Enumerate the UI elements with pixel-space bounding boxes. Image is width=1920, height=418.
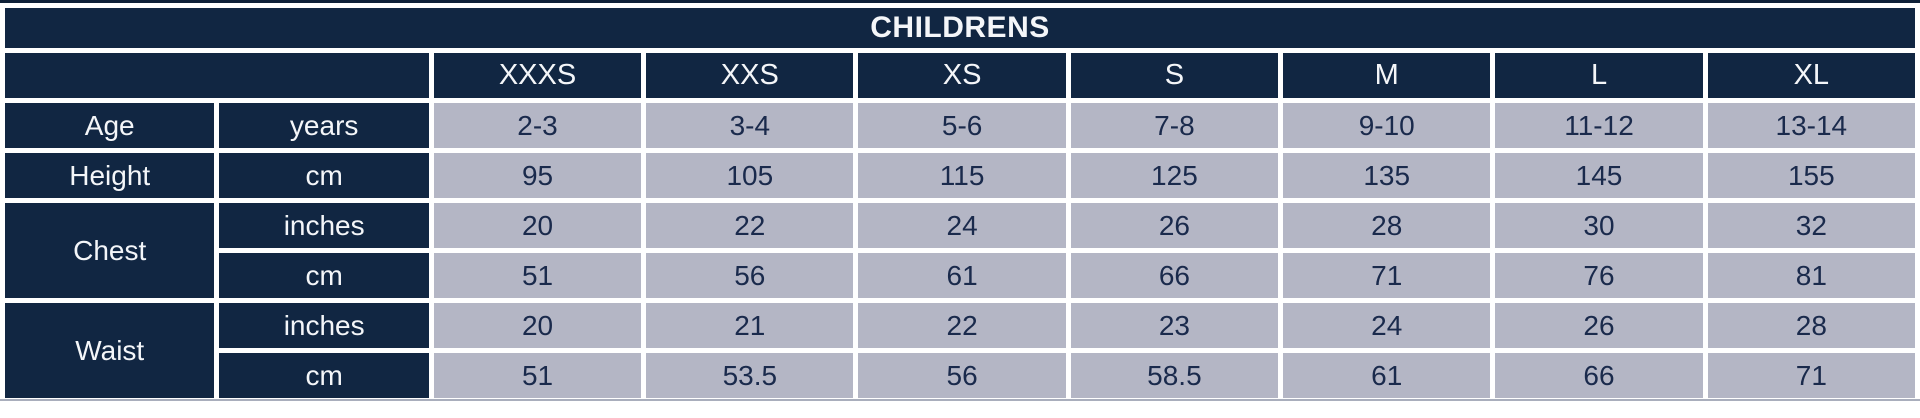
value-cell: 21	[646, 303, 854, 348]
value-cell: 30	[1495, 203, 1703, 248]
value-cell: 105	[646, 153, 854, 198]
value-cell: 20	[433, 203, 642, 248]
table-row: Age years 2-3 3-4 5-6 7-8 9-10 11-12 13-…	[5, 103, 1915, 148]
value-cell: 28	[1283, 203, 1491, 248]
corner-cell	[5, 53, 429, 98]
value-cell: 71	[1283, 253, 1491, 298]
value-cell: 20	[433, 303, 642, 348]
table-bottom-border	[0, 399, 1920, 401]
value-cell: 56	[858, 353, 1066, 398]
value-cell: 24	[1283, 303, 1491, 348]
value-cell: 26	[1495, 303, 1703, 348]
value-cell: 71	[1707, 353, 1915, 398]
table-row: Chest inches 20 22 24 26 28 30 32	[5, 203, 1915, 298]
value-cell: 51	[433, 353, 642, 398]
value-cell: 22	[858, 303, 1066, 348]
table-row: XXXS XXS XS S M L XL	[5, 53, 1915, 98]
row-label-height: Height	[5, 153, 215, 198]
value-cell: 53.5	[646, 353, 854, 398]
row-unit-cell: cm	[219, 253, 429, 298]
row-unit-cell: inches	[219, 303, 429, 348]
table-row: CHILDRENS	[5, 8, 1915, 48]
value-cell: 22	[646, 203, 854, 248]
table-row: Height cm 95 105 115 125 135 145 155	[5, 153, 1915, 198]
value-cell: 11-12	[1495, 103, 1703, 148]
value-cell: 61	[858, 253, 1066, 298]
value-cell: 23	[1070, 303, 1279, 348]
table-row: cm 51 53.5 56 58.5 61 66 71	[5, 353, 1915, 398]
value-cell: 76	[1495, 253, 1703, 298]
table-row: Waist inches 20 21 22 23 24 26 28	[5, 303, 1915, 398]
value-cell: 135	[1283, 153, 1491, 198]
value-cell: 32	[1707, 203, 1915, 248]
row-unit-cell: cm	[219, 153, 429, 198]
value-cell: 61	[1283, 353, 1491, 398]
value-cell: 155	[1707, 153, 1915, 198]
value-cell: 125	[1070, 153, 1279, 198]
size-header-cell: M	[1283, 53, 1491, 98]
value-cell: 58.5	[1070, 353, 1279, 398]
value-cell: 66	[1070, 253, 1279, 298]
row-label-age: Age	[5, 103, 215, 148]
size-header-cell: XS	[858, 53, 1066, 98]
value-cell: 3-4	[646, 103, 854, 148]
table-row: cm 51 56 61 66 71 76 81	[5, 253, 1915, 298]
size-header-cell: S	[1070, 53, 1279, 98]
value-cell: 2-3	[433, 103, 642, 148]
row-unit-cell: cm	[219, 353, 429, 398]
row-label-chest: Chest	[5, 203, 215, 298]
value-cell: 9-10	[1283, 103, 1491, 148]
size-header-cell: XL	[1707, 53, 1915, 98]
table-title: CHILDRENS	[5, 8, 1915, 48]
size-header-cell: XXS	[646, 53, 854, 98]
value-cell: 28	[1707, 303, 1915, 348]
value-cell: 13-14	[1707, 103, 1915, 148]
value-cell: 81	[1707, 253, 1915, 298]
row-unit-cell: inches	[219, 203, 429, 248]
size-header-cell: L	[1495, 53, 1703, 98]
value-cell: 26	[1070, 203, 1279, 248]
row-label-waist: Waist	[5, 303, 215, 398]
value-cell: 66	[1495, 353, 1703, 398]
value-cell: 145	[1495, 153, 1703, 198]
value-cell: 5-6	[858, 103, 1066, 148]
value-cell: 115	[858, 153, 1066, 198]
value-cell: 24	[858, 203, 1066, 248]
size-header-cell: XXXS	[433, 53, 642, 98]
size-table: CHILDRENS XXXS XXS XS S M L XL Age years…	[0, 3, 1920, 403]
value-cell: 56	[646, 253, 854, 298]
value-cell: 51	[433, 253, 642, 298]
row-unit-cell: years	[219, 103, 429, 148]
value-cell: 95	[433, 153, 642, 198]
value-cell: 7-8	[1070, 103, 1279, 148]
